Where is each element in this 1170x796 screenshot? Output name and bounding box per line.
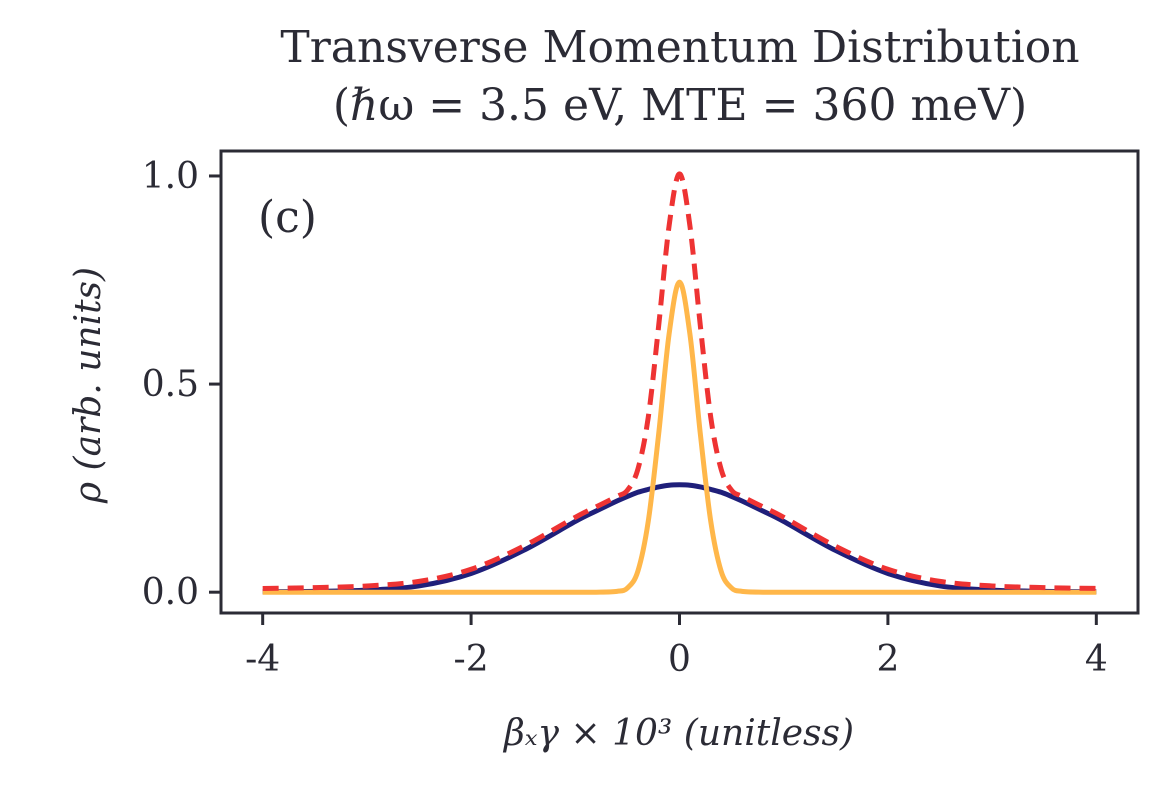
plot-area (262, 171, 1097, 595)
x-tick-label: 0 (668, 639, 691, 680)
series-layer (262, 171, 1097, 595)
y-tick-label: 0.5 (142, 364, 199, 405)
series-line-broad (262, 482, 1097, 595)
chart-title-line1: Transverse Momentum Distribution (280, 22, 1079, 73)
y-tick-label: 0.0 (142, 572, 199, 613)
panel-label: (c) (258, 192, 317, 243)
series-line-total (262, 171, 1097, 591)
x-tick-label: 2 (876, 639, 899, 680)
chart-title-line2: (ℏω = 3.5 eV, MTE = 360 meV) (333, 80, 1027, 131)
x-axis-label: βₓγ × 10³ (unitless) (502, 713, 854, 754)
y-ticks: 0.0 0.5 1.0 (142, 156, 221, 613)
y-axis-label: ρ (arb. units) (68, 267, 109, 504)
x-tick-label: 4 (1085, 639, 1108, 680)
axes-frame (219, 149, 1140, 615)
x-ticks: -4 -2 0 2 4 (245, 613, 1108, 680)
x-tick-label: -2 (454, 639, 489, 680)
x-tick-label: -4 (245, 639, 280, 680)
y-tick-label: 1.0 (142, 156, 199, 197)
series-line-narrow (262, 279, 1097, 595)
